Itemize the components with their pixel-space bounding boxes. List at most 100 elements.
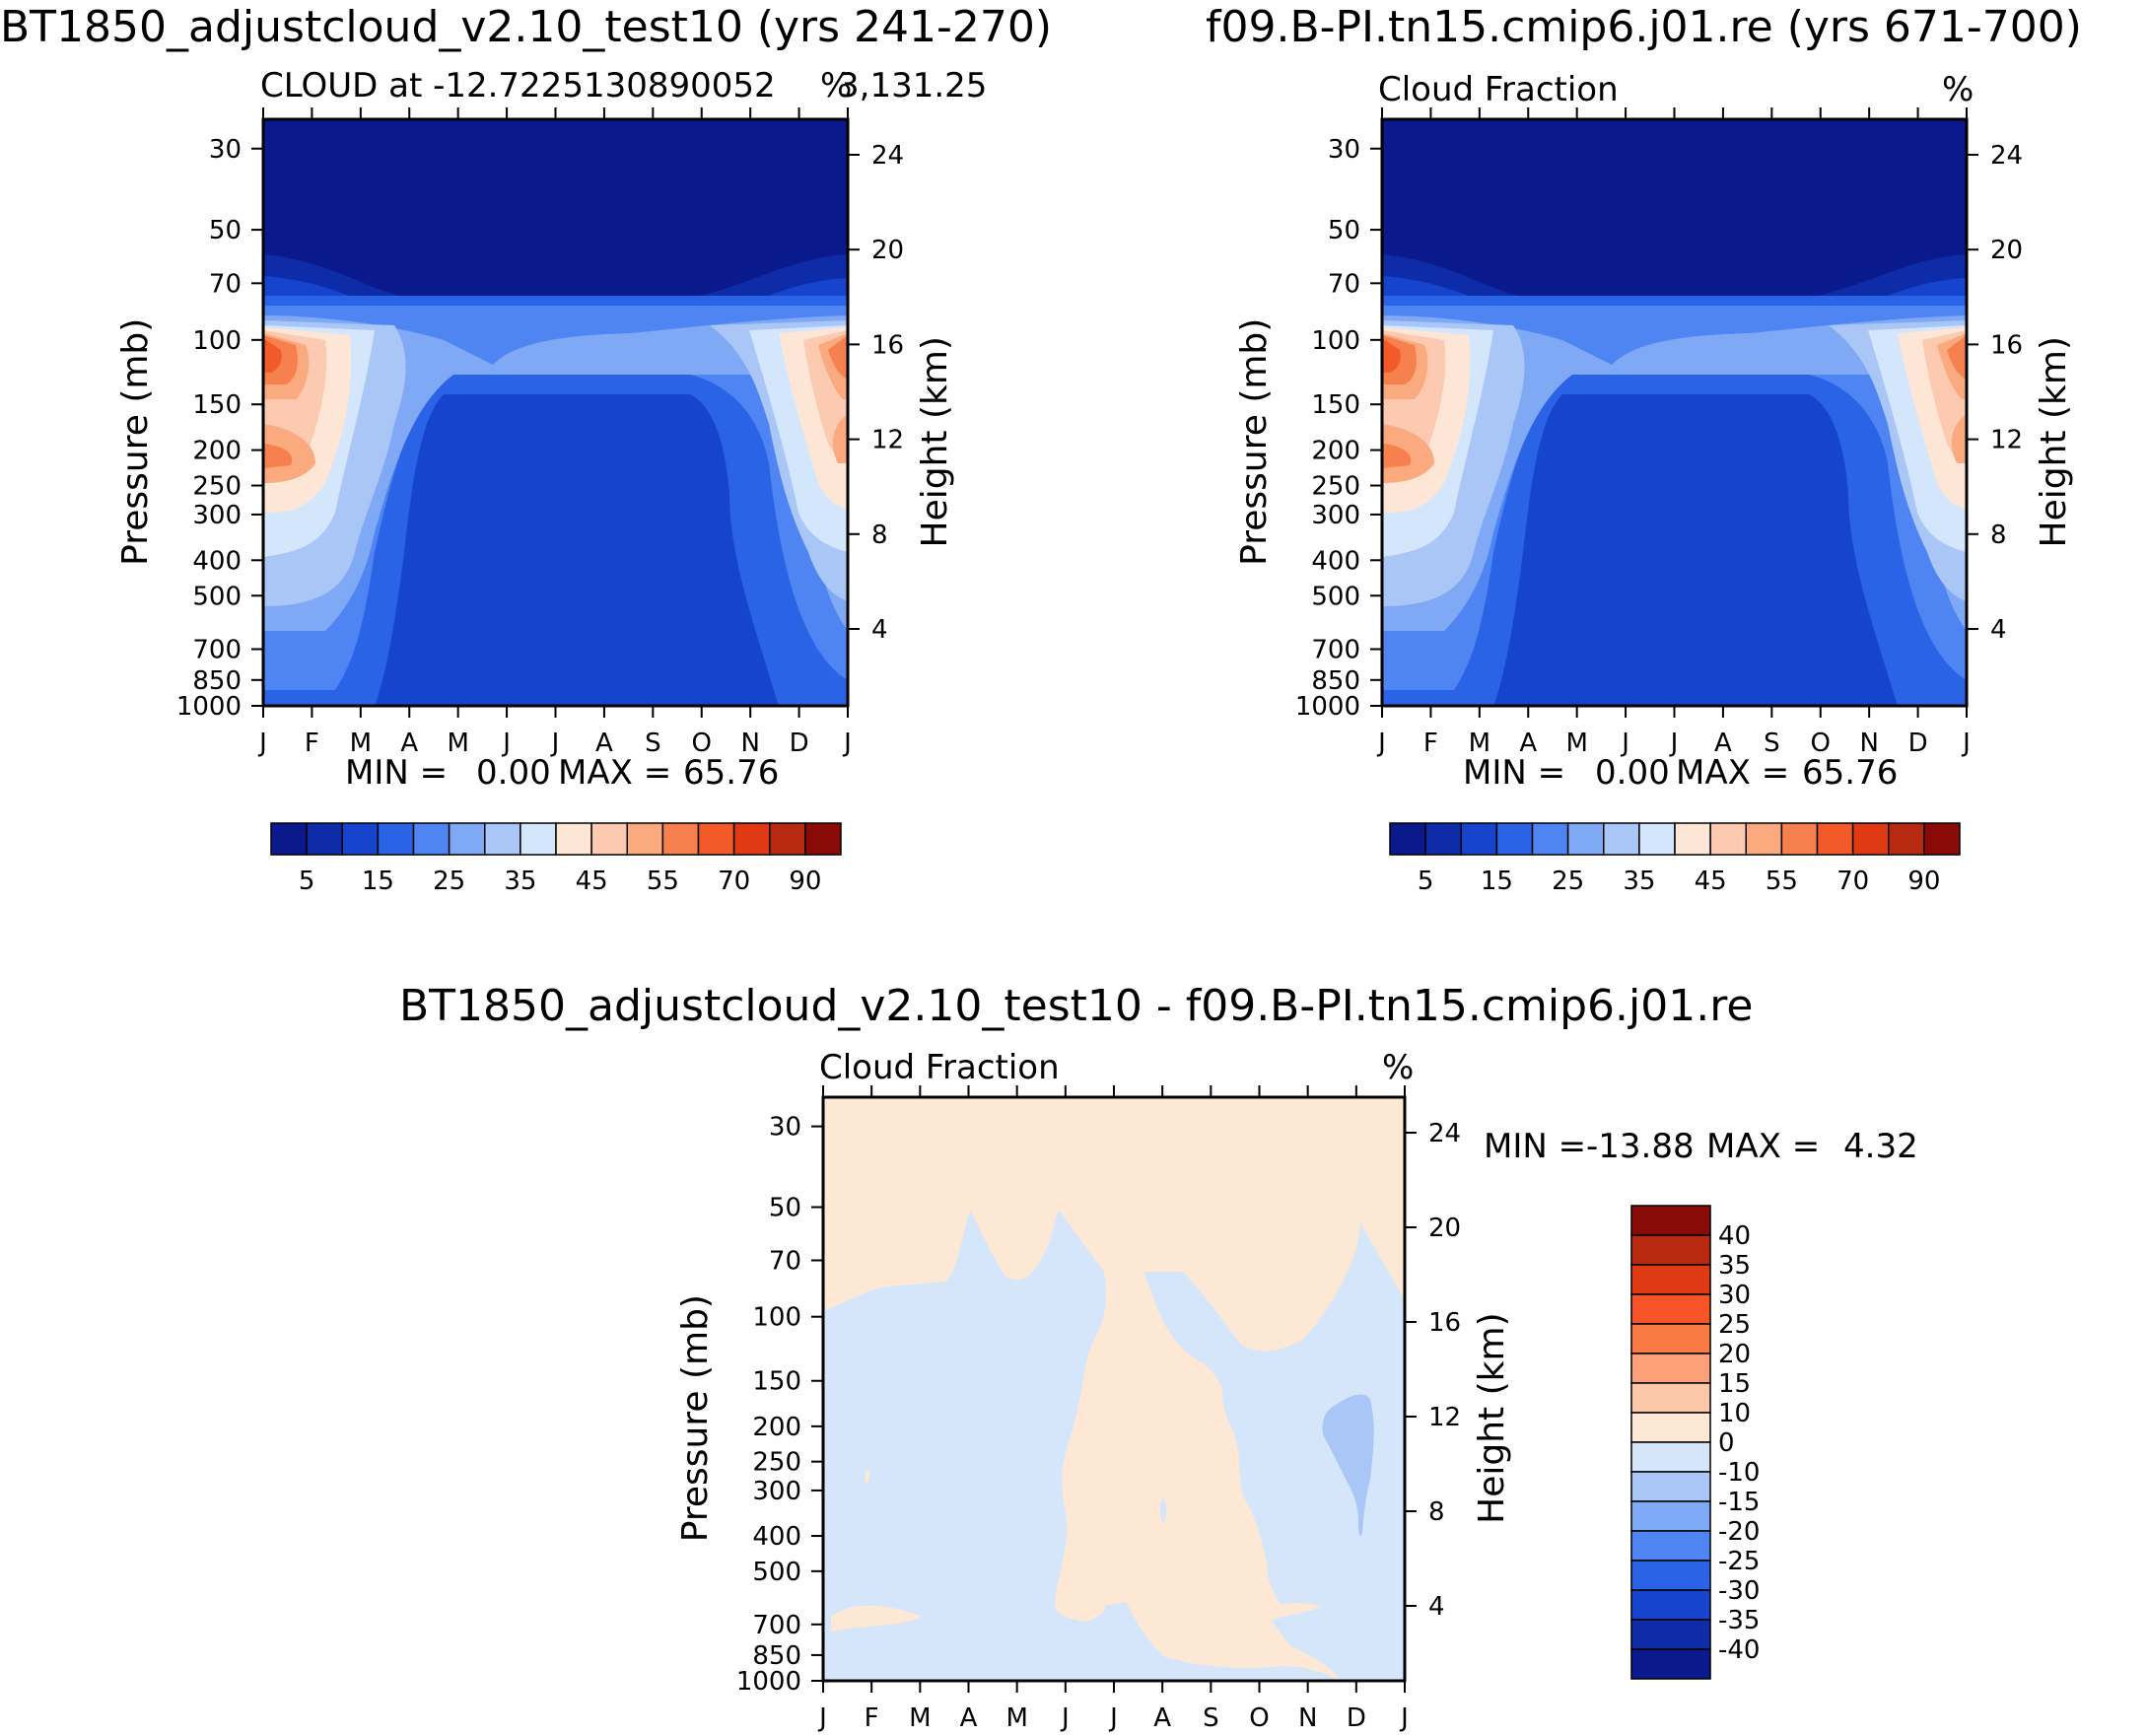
right-month-tick-label: J [1376,729,1386,758]
diff-pressure-tick-label: 70 [769,1246,801,1276]
right-pressure-tick-label: 500 [1311,582,1360,611]
right-colorbar-swatch [1816,822,1854,856]
left-colorbar: 5 15 25 35 45 55 70 90 [270,822,842,896]
left-colorbar-label: 90 [789,867,821,896]
right-colorbar-swatch [1531,822,1569,856]
left-colorbar-label: 5 [299,867,315,896]
diff-colorbar-swatch [1630,1530,1711,1562]
diff-colorbar-label: 20 [1718,1340,1751,1369]
diff-colorbar-label: -15 [1718,1488,1760,1517]
diff-height-tick-label: 24 [1428,1119,1461,1148]
diff-pressure-tick-label: 700 [752,1611,801,1640]
diff-colorbar-swatch [1630,1441,1711,1473]
left-subtitle-suffix: 3,131.25 [838,66,987,105]
diff-colorbar-swatch [1630,1234,1711,1266]
diff-colorbar-swatch [1630,1619,1711,1650]
right-colorbar-label: 15 [1481,867,1513,896]
diff-pressure-tick-label: 150 [752,1367,801,1397]
left-colorbar-label: 35 [504,867,536,896]
diff-pressure-tick-label: 500 [752,1558,801,1587]
right-min-value: 0.00 [1595,753,1670,793]
left-pressure-tick-label: 50 [209,216,242,245]
diff-colorbar-label: -10 [1718,1458,1760,1488]
right-colorbar-label: 25 [1552,867,1584,896]
left-pressure-tick-label: 200 [192,437,242,466]
left-pressure-tick-label: 700 [192,636,242,665]
left-pressure-tick-label: 250 [192,472,242,502]
diff-month-tick-label: N [1298,1703,1317,1733]
left-colorbar-label: 15 [362,867,394,896]
right-pressure-tick-label: 50 [1328,216,1360,245]
right-month-tick-label: M [1469,729,1490,758]
right-colorbar-label: 70 [1836,867,1869,896]
left-max-label: MAX = [558,753,671,793]
diff-subtitle: Cloud Fraction [819,1048,1060,1087]
left-pressure-tick-label: 100 [192,326,242,356]
left-pressure-tick-label: 70 [209,269,242,299]
diff-colorbar-label: 30 [1718,1281,1751,1310]
right-pressure-tick-label: 1000 [1295,692,1360,722]
diff-month-tick-label: S [1203,1703,1219,1733]
diff-colorbar-label: -35 [1718,1606,1760,1635]
right-colorbar-swatch [1851,822,1890,856]
right-month-tick-label: F [1423,729,1438,758]
diff-ylabel-height: Height (km) [1472,1312,1512,1523]
diff-month-tick-label: J [1108,1703,1118,1733]
diff-height-tick-label: 8 [1428,1497,1445,1527]
right-month-tick-label: S [1764,729,1780,758]
diff-colorbar-label: 25 [1718,1310,1751,1340]
right-colorbar-label: 45 [1695,867,1727,896]
left-month-tick-label: S [645,729,661,758]
right-contour-plot [1382,119,1967,706]
left-colorbar-label: 25 [433,867,465,896]
diff-colorbar-label: -25 [1718,1547,1760,1576]
right-month-tick-label: J [1669,729,1679,758]
diff-colorbar-label: 40 [1718,1221,1751,1251]
left-units: % [820,66,852,105]
left-colorbar-swatch [270,822,308,856]
left-month-tick-label: F [305,729,319,758]
left-month-tick-label: N [740,729,759,758]
diff-colorbar-swatch [1630,1648,1711,1680]
left-colorbar-swatch [377,822,415,856]
right-colorbar-swatch [1780,822,1819,856]
left-ylabel-pressure: Pressure (mb) [115,318,156,566]
diff-min-value: -13.88 [1586,1127,1695,1166]
left-height-tick-label: 8 [871,521,888,550]
left-pressure-tick-label: 850 [192,666,242,696]
diff-colorbar-swatch [1630,1323,1711,1354]
right-month-tick-label: M [1565,729,1587,758]
right-pressure-tick-label: 200 [1311,437,1360,466]
right-ylabel-height: Height (km) [2034,336,2074,547]
right-colorbar-swatch [1923,822,1961,856]
diff-units: % [1382,1048,1414,1087]
diff-pressure-tick-label: 50 [769,1194,801,1223]
diff-month-tick-label: A [960,1703,978,1733]
right-max-value: 65.76 [1802,753,1898,793]
right-colorbar-swatch [1566,822,1605,856]
left-min-value: 0.00 [476,753,551,793]
right-height-tick-label: 12 [1990,426,2023,455]
right-colorbar-label: 5 [1418,867,1434,896]
right-units: % [1942,70,1974,109]
right-colorbar-swatch [1709,822,1747,856]
left-height-tick-label: 16 [871,330,904,360]
left-colorbar-swatch [555,822,592,856]
diff-colorbar-label: 35 [1718,1251,1751,1281]
left-height-tick-label: 12 [871,426,904,455]
diff-colorbar-swatch [1630,1412,1711,1443]
right-pressure-tick-label: 850 [1311,666,1360,696]
left-colorbar-swatch [520,822,557,856]
right-pressure-tick-label: 250 [1311,472,1360,502]
diff-month-tick-label: D [1347,1703,1366,1733]
diff-colorbar-swatch [1630,1560,1711,1591]
right-month-tick-label: J [1961,729,1971,758]
diff-month-tick-label: M [1005,1703,1027,1733]
left-colorbar-swatch [732,822,771,856]
left-month-tick-label: A [400,729,418,758]
diff-colorbar-label: -30 [1718,1576,1760,1606]
